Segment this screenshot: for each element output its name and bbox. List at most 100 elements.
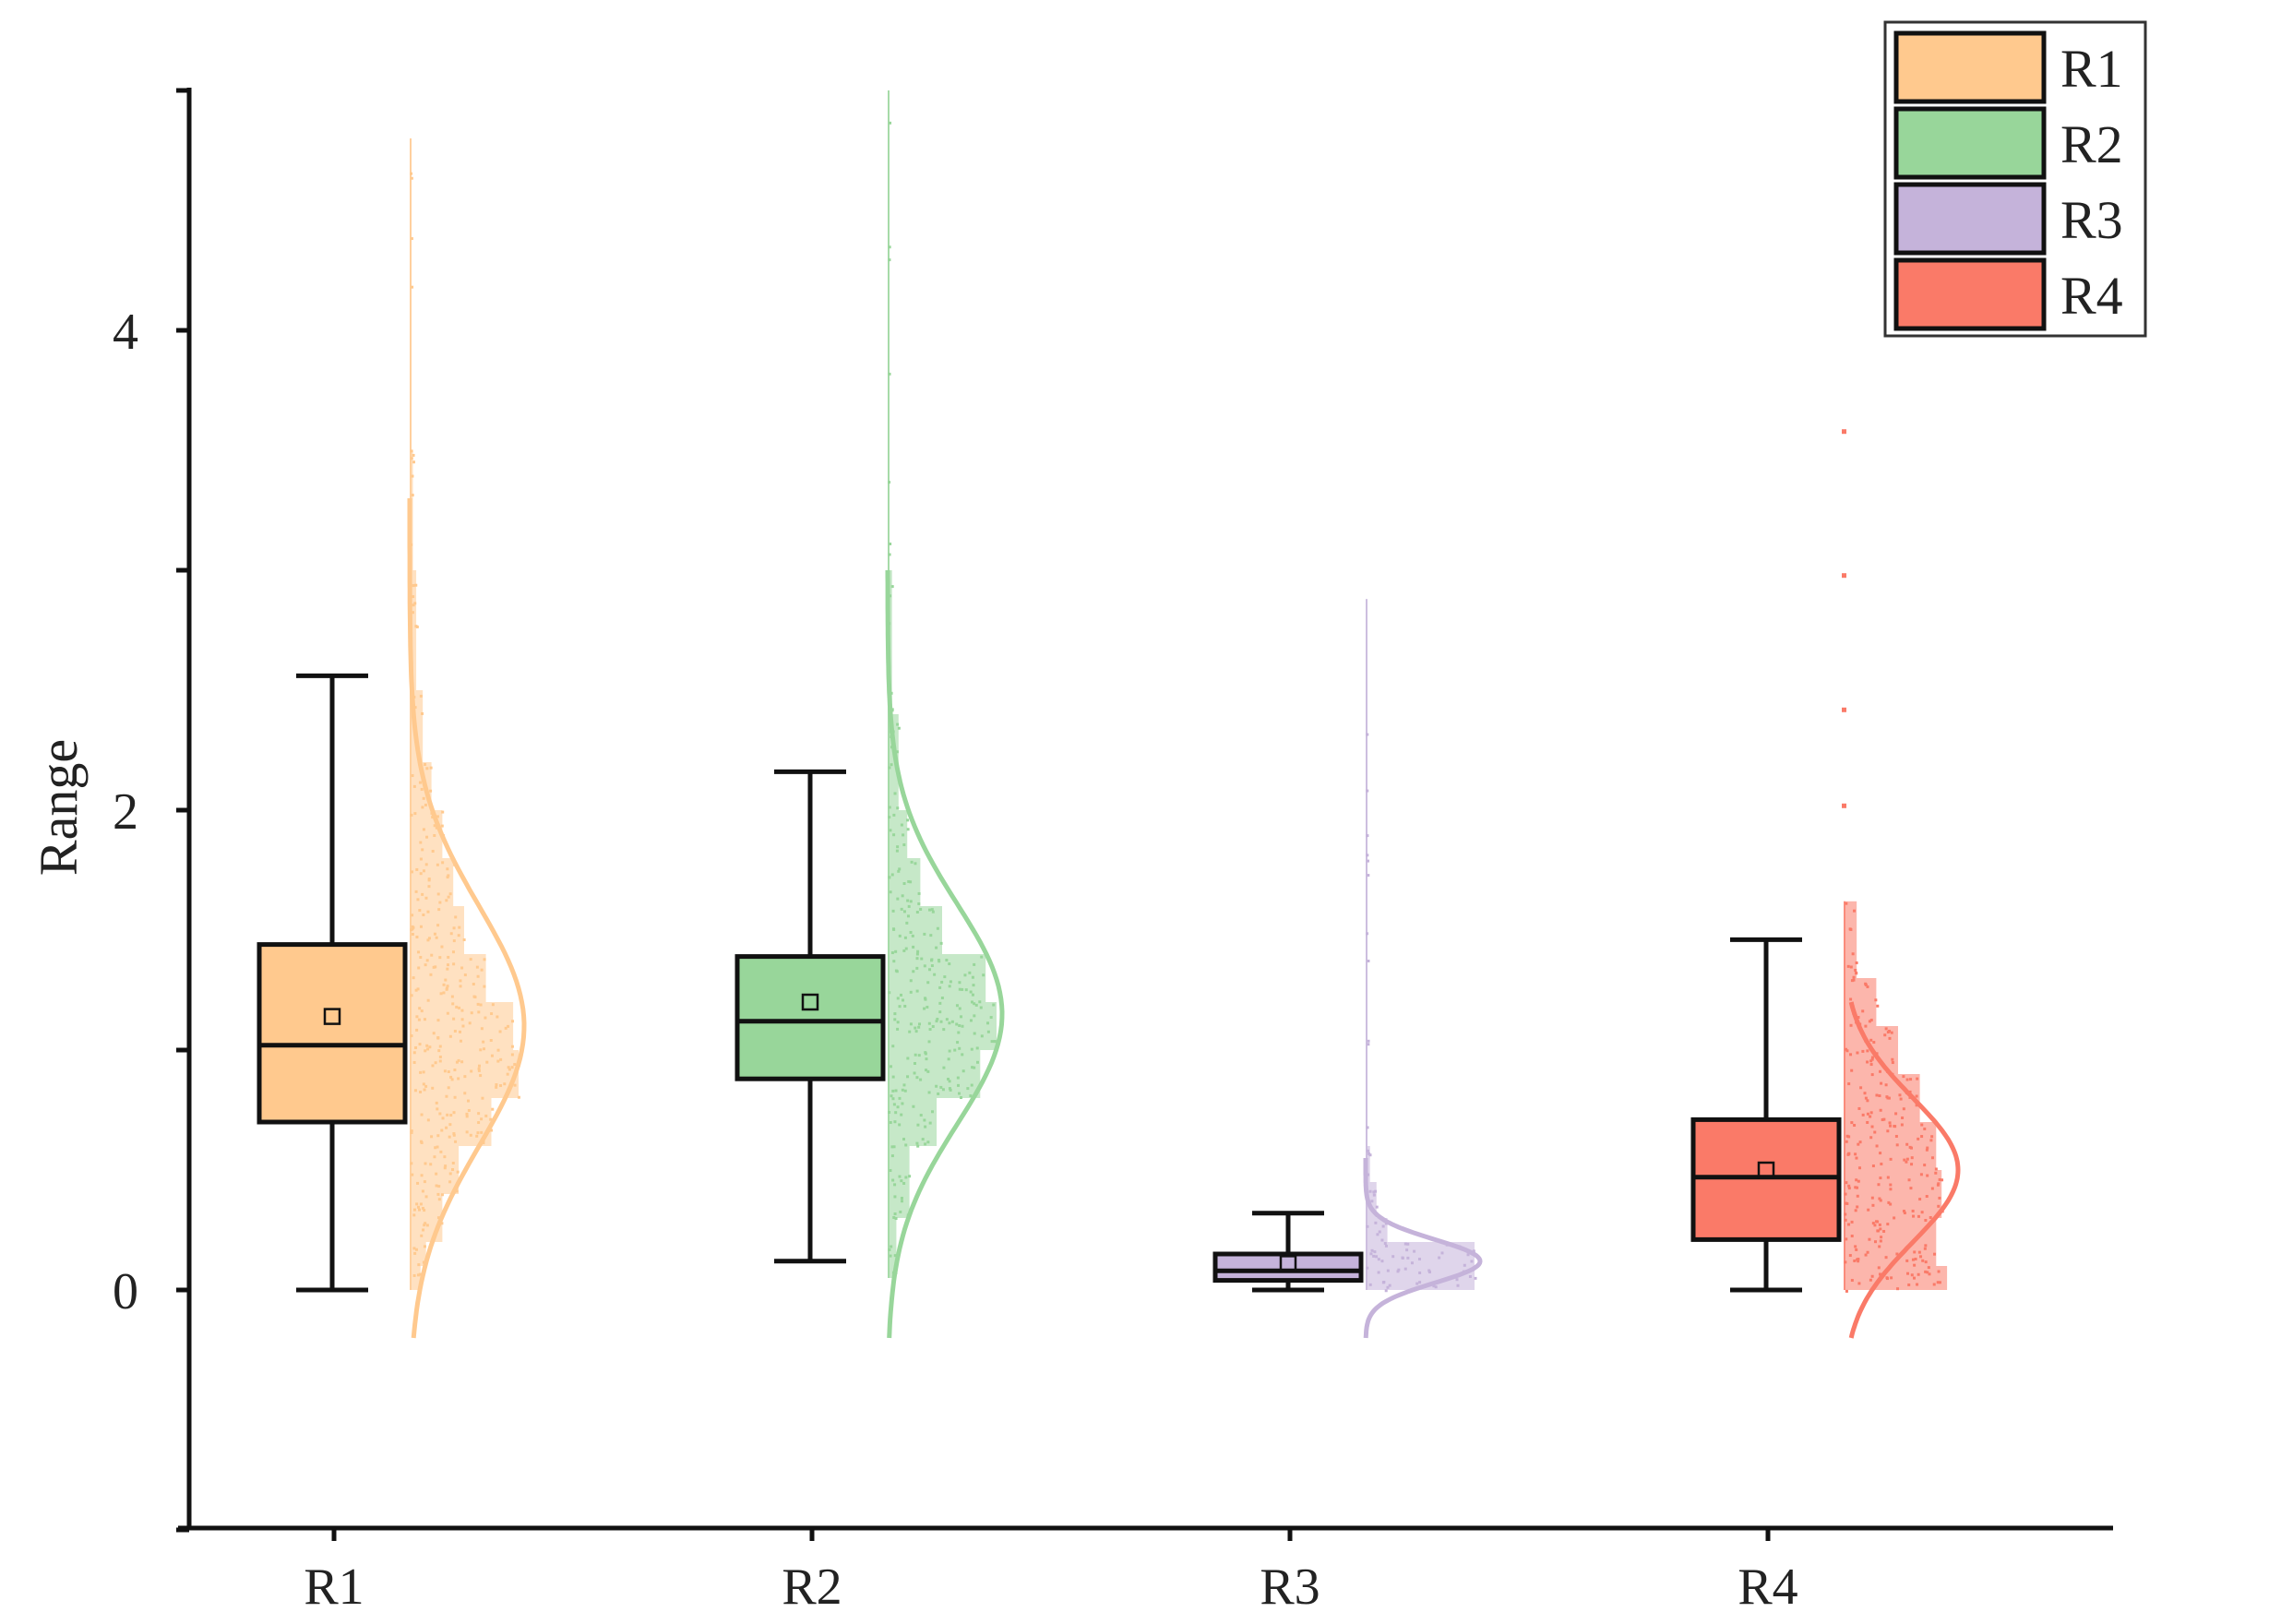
data-point (927, 1021, 931, 1025)
data-point (1869, 1115, 1872, 1118)
data-point (1909, 1187, 1913, 1190)
data-point (1456, 1284, 1460, 1287)
data-point (1377, 1258, 1380, 1261)
data-point (436, 1145, 439, 1149)
data-point (1851, 952, 1855, 956)
data-point (410, 237, 413, 241)
data-point (1898, 1093, 1902, 1097)
data-point (1893, 1216, 1896, 1220)
data-point (424, 896, 428, 900)
data-point (416, 1181, 420, 1185)
data-point (436, 1134, 440, 1138)
data-point (463, 1092, 467, 1095)
data-point (1905, 1078, 1909, 1081)
data-point (889, 829, 892, 832)
data-point (436, 1019, 440, 1022)
data-point (938, 985, 942, 989)
data-point (1848, 927, 1852, 931)
data-point (441, 1116, 445, 1120)
data-point (508, 1068, 511, 1071)
data-point (1877, 1183, 1881, 1187)
data-point (444, 1164, 448, 1168)
data-point (449, 1075, 453, 1079)
data-point (1889, 1188, 1893, 1191)
data-point (924, 1125, 927, 1128)
data-point (491, 1107, 495, 1111)
data-point (935, 1020, 938, 1023)
data-point (1386, 1285, 1390, 1289)
data-point (1853, 1124, 1857, 1128)
data-point (410, 994, 413, 997)
data-point (420, 1234, 424, 1237)
data-point (890, 1094, 893, 1098)
data-point (1910, 1163, 1914, 1166)
data-point (415, 1028, 419, 1032)
data-point (459, 1039, 462, 1043)
data-point (1888, 1036, 1892, 1040)
data-point (914, 1026, 917, 1030)
data-point (1474, 1276, 1477, 1280)
data-point (1872, 1041, 1876, 1045)
data-point (412, 453, 415, 457)
data-point (1368, 1189, 1372, 1193)
data-point (1877, 1266, 1881, 1270)
data-point (1869, 1059, 1873, 1063)
data-point (1893, 1125, 1897, 1128)
data-point (426, 1047, 430, 1051)
data-point (1859, 1086, 1863, 1090)
data-point (1891, 1057, 1894, 1061)
data-point (993, 1040, 997, 1044)
data-point (961, 987, 964, 991)
data-point (413, 602, 417, 605)
data-point (907, 879, 911, 883)
data-point (1383, 1242, 1387, 1246)
data-point (906, 1075, 910, 1079)
data-point (1920, 1211, 1924, 1214)
data-point (484, 1016, 487, 1020)
x-tick-label: R2 (782, 1558, 842, 1616)
data-point (1923, 1164, 1927, 1167)
histogram-bar (1366, 1218, 1388, 1242)
data-point (1864, 982, 1868, 985)
data-point (422, 828, 425, 831)
data-point (1879, 1108, 1882, 1112)
data-point (1847, 1082, 1851, 1086)
data-point (1917, 1250, 1921, 1254)
data-point (419, 1202, 423, 1206)
data-point (890, 873, 894, 877)
data-point (911, 934, 914, 937)
data-point (1929, 1139, 1933, 1142)
data-point (1374, 1189, 1378, 1193)
box (1212, 1251, 1364, 1284)
data-point (898, 934, 902, 937)
data-point (1857, 1166, 1861, 1170)
data-point (1372, 1254, 1376, 1258)
data-point (1932, 1283, 1936, 1286)
data-point (960, 1096, 963, 1100)
data-point (469, 1133, 472, 1137)
data-point (898, 1096, 902, 1100)
data-point (896, 1105, 900, 1109)
data-point (895, 849, 899, 853)
data-point (917, 891, 921, 895)
data-point (1885, 1276, 1889, 1280)
data-point (1941, 1178, 1944, 1182)
data-point (419, 1140, 423, 1143)
data-point (935, 946, 938, 949)
data-point (422, 869, 425, 873)
data-point (438, 901, 442, 904)
data-point (458, 1006, 461, 1009)
data-point (433, 1155, 436, 1159)
data-point (900, 1200, 903, 1203)
data-point (894, 1217, 898, 1221)
data-point (422, 1082, 425, 1086)
data-point (893, 1183, 897, 1187)
data-point (424, 762, 427, 766)
data-point (1873, 1130, 1877, 1134)
data-point (421, 892, 424, 896)
y-tick-label: 2 (113, 783, 138, 841)
data-point (1410, 1261, 1414, 1265)
data-point (457, 1058, 460, 1062)
data-point (453, 1095, 457, 1099)
data-point (1856, 1194, 1859, 1198)
